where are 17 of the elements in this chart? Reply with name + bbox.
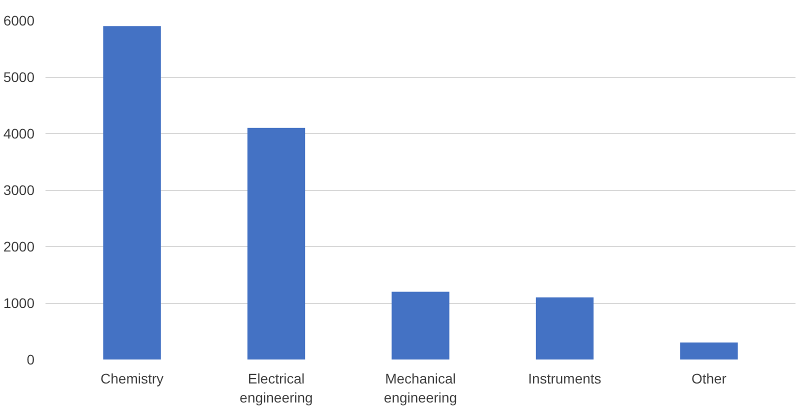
bar [536,297,594,360]
y-tick-label: 3000 [3,182,35,198]
x-tick-label: Instruments [528,370,602,386]
y-tick-label: 2000 [3,238,35,254]
bar [392,292,450,360]
x-tick-label: Other [691,370,727,386]
y-tick-label: 1000 [3,295,35,311]
y-tick-label: 0 [26,352,35,368]
x-tick-label: Chemistry [100,370,164,386]
y-tick-label: 6000 [3,12,35,28]
x-tick-label: Mechanical engineering [384,370,458,406]
y-tick-label: 4000 [3,126,35,142]
bar [247,128,306,360]
y-tick-label: 5000 [3,69,35,85]
bar [680,342,738,360]
bar [103,26,161,360]
x-tick-label: Electrical engineering [240,370,313,406]
